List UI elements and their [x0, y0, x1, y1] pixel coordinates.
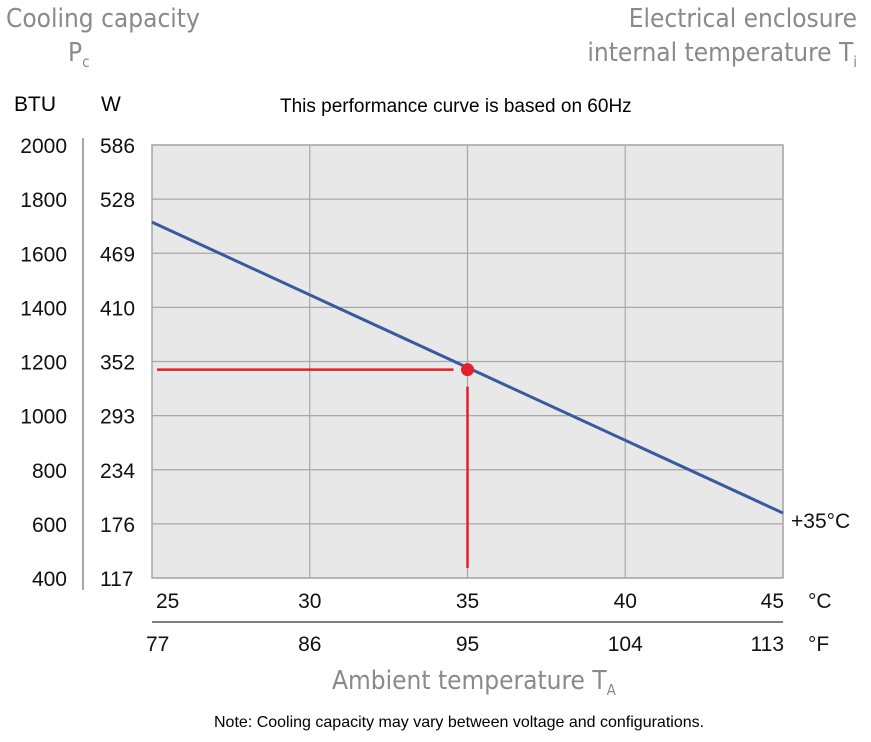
y-tick-btu: 1200 — [20, 352, 67, 375]
y-tick-btu: 1600 — [20, 243, 67, 266]
x-tick-f: 104 — [608, 633, 643, 656]
x-tick-f: 113 — [751, 633, 784, 656]
x-title-text: Ambient temperature T — [332, 666, 607, 696]
y-tick-btu: 1800 — [20, 189, 67, 212]
y-tick-w: 528 — [100, 189, 135, 212]
x-tick-c: 45 — [761, 590, 784, 613]
marker-point — [461, 363, 474, 377]
x-tick-c: 35 — [456, 590, 479, 613]
series-title: Electrical enclosure — [628, 4, 857, 34]
y-tick-btu: 1400 — [20, 297, 67, 320]
x-tick-c: 25 — [156, 590, 179, 613]
series-title-2: internal temperature Ti — [587, 38, 857, 71]
x-tick-f: 86 — [298, 633, 321, 656]
y-tick-w: 586 — [100, 135, 135, 158]
y-tick-btu: 2000 — [20, 135, 67, 158]
y-symbol: P — [68, 38, 83, 68]
x-tick-c: 40 — [614, 590, 637, 613]
y-tick-w: 293 — [100, 406, 135, 429]
y-symbol-sub: c — [82, 53, 90, 72]
x-unit-f: °F — [808, 633, 829, 656]
x-unit-c: °C — [808, 590, 832, 613]
y-tick-btu: 1000 — [20, 406, 67, 429]
y-unit-w: W — [101, 93, 121, 116]
x-tick-f: 77 — [146, 633, 169, 656]
y-tick-w: 410 — [100, 297, 135, 320]
y-tick-btu: 400 — [32, 568, 67, 591]
y-tick-btu: 600 — [32, 514, 67, 537]
y-unit-btu: BTU — [14, 93, 56, 116]
chart-note-top: This performance curve is based on 60Hz — [280, 96, 632, 117]
y-tick-w: 352 — [100, 352, 135, 375]
x-title-sub: A — [606, 681, 616, 700]
y-tick-btu: 800 — [32, 460, 67, 483]
chart-note-bottom: Note: Cooling capacity may vary between … — [214, 714, 705, 731]
series-label: +35°C — [791, 510, 850, 533]
y-tick-w: 117 — [100, 568, 133, 591]
y-tick-w: 469 — [100, 243, 135, 266]
x-tick-f: 95 — [456, 633, 479, 656]
series-title-text: internal temperature T — [587, 38, 854, 68]
y-tick-w: 234 — [100, 460, 135, 483]
series-title-sub: i — [853, 53, 857, 72]
y-tick-w: 176 — [100, 514, 135, 537]
y-axis-title: Cooling capacity — [6, 4, 200, 34]
x-axis-title: Ambient temperature TA — [332, 666, 616, 699]
x-tick-c: 30 — [298, 590, 321, 613]
y-axis-symbol: Pc — [68, 38, 90, 71]
